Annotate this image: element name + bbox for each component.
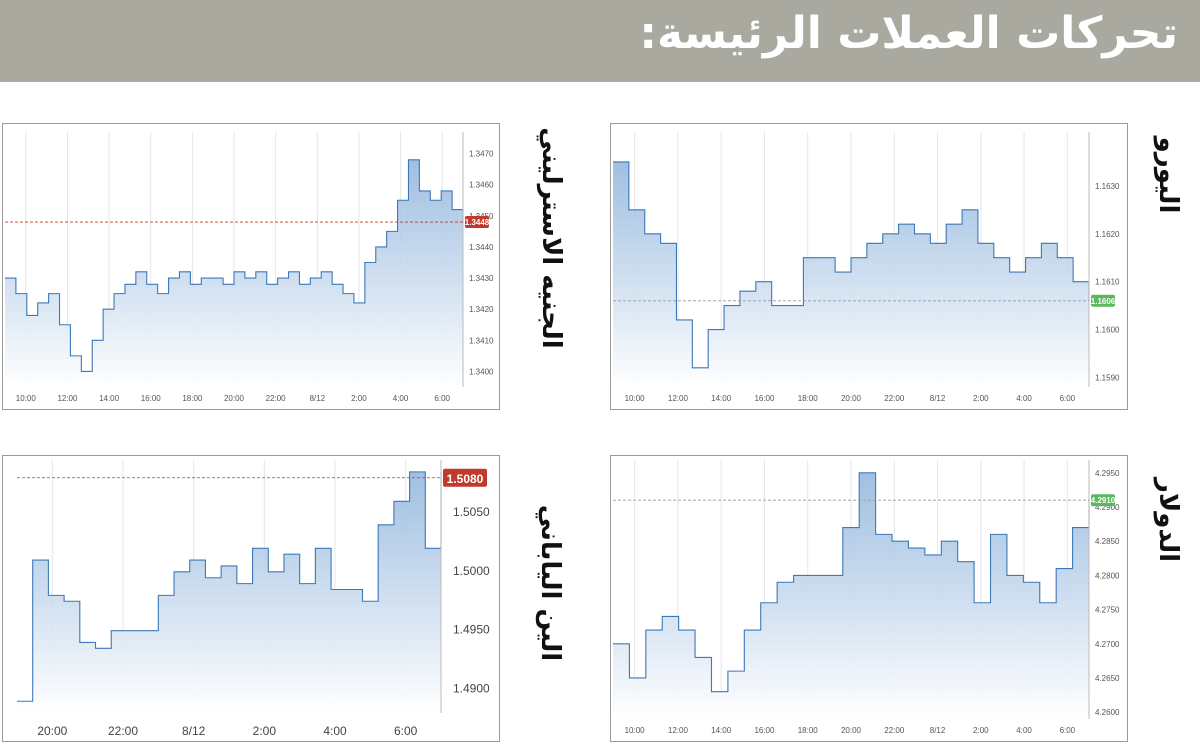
- jpy-chart-svg: 20:00 22:00 8/12 2:00 4:00 6:00 1.5050 1.5000 1.…: [17, 460, 490, 738]
- eur-y-tick: 1.1620: [1095, 230, 1120, 239]
- jpy-x-tick: 4:00: [323, 724, 347, 738]
- usd-x-tick: 2:00: [973, 726, 989, 735]
- gbp-y-tick: 1.3400: [469, 367, 494, 376]
- jpy-x-tick: 8/12: [182, 724, 206, 738]
- usd-label: الدولار: [1153, 477, 1183, 563]
- gbp-x-tick: 14:00: [99, 394, 120, 403]
- usd-x-tick: 20:00: [841, 726, 862, 735]
- eur-chart-panel: 10:00 12:00 14:00 16:00 18:00 20:00 22:00 8/12 2…: [610, 123, 1128, 410]
- gbp-y-tick: 1.3460: [469, 181, 494, 190]
- gbp-current-badge: [465, 216, 489, 229]
- gbp-current-value: 1.3448: [465, 218, 490, 227]
- gbp-x-tick: 6:00: [434, 394, 450, 403]
- eur-x-tick: 4:00: [1016, 394, 1032, 403]
- usd-x-tick: 16:00: [754, 726, 775, 735]
- eur-x-tick: 6:00: [1060, 394, 1076, 403]
- gbp-x-tick: 2:00: [351, 394, 367, 403]
- gbp-y-tick: 1.3430: [469, 274, 494, 283]
- eur-x-tick: 16:00: [754, 394, 775, 403]
- usd-x-tick: 18:00: [798, 726, 819, 735]
- gbp-x-tick: 18:00: [182, 394, 203, 403]
- usd-y-tick: 4.2900: [1095, 503, 1120, 512]
- gbp-y-tick: 1.3470: [469, 150, 494, 159]
- eur-y-tick: 1.1610: [1095, 278, 1120, 287]
- usd-y-tick: 4.2850: [1095, 537, 1120, 546]
- jpy-label: الين الياباني: [535, 504, 565, 662]
- gbp-chart-panel: 10:00 12:00 14:00 16:00 18:00 20:00 22:00 8/12 2…: [2, 123, 500, 410]
- eur-label: اليورو: [1153, 136, 1183, 214]
- usd-y-tick: 4.2750: [1095, 606, 1120, 615]
- gbp-x-tick: 8/12: [309, 394, 325, 403]
- jpy-current-badge: [443, 468, 487, 487]
- jpy-x-tick: 22:00: [108, 724, 138, 738]
- jpy-x-tick: 2:00: [253, 724, 277, 738]
- usd-x-tick: 8/12: [930, 726, 946, 735]
- header-bar: تحركات العملات الرئيسة:: [0, 0, 1200, 82]
- gbp-x-tick: 22:00: [266, 394, 287, 403]
- gbp-series-line: [5, 159, 464, 372]
- page-title: تحركات العملات الرئيسة:: [639, 8, 1178, 59]
- eur-series-line: [613, 161, 1090, 369]
- jpy-current-value: 1.5080: [447, 472, 484, 486]
- eur-x-tick: 18:00: [798, 394, 819, 403]
- usd-chart-svg: 10:00 12:00 14:00 16:00 18:00 20:00 22:00 8/12 2…: [613, 460, 1120, 735]
- jpy-chart-panel: 20:00 22:00 8/12 2:00 4:00 6:00 1.5050 1.5000 1.…: [2, 455, 500, 742]
- usd-y-tick: 4.2600: [1095, 708, 1120, 717]
- usd-series-area: [613, 472, 1089, 719]
- usd-current-badge: [1091, 494, 1115, 507]
- usd-y-tick: 4.2800: [1095, 571, 1120, 580]
- usd-chart-panel: 10:00 12:00 14:00 16:00 18:00 20:00 22:00 8/12 2…: [610, 455, 1128, 742]
- eur-x-tick: 8/12: [930, 394, 946, 403]
- gbp-x-tick: 16:00: [141, 394, 162, 403]
- jpy-x-tick: 20:00: [37, 724, 67, 738]
- eur-chart-svg: 10:00 12:00 14:00 16:00 18:00 20:00 22:00 8/12 2…: [613, 132, 1120, 403]
- usd-x-tick: 12:00: [668, 726, 689, 735]
- eur-x-tick: 12:00: [668, 394, 689, 403]
- eur-y-tick: 1.1600: [1095, 326, 1120, 335]
- usd-series-line: [613, 472, 1090, 693]
- jpy-series-line: [17, 471, 442, 702]
- eur-current-value: 1.1606: [1091, 297, 1116, 306]
- eur-x-tick: 22:00: [884, 394, 905, 403]
- eur-x-tick: 10:00: [625, 394, 646, 403]
- jpy-x-tick: 6:00: [394, 724, 418, 738]
- eur-y-tick: 1.1630: [1095, 182, 1120, 191]
- usd-y-tick: 4.2700: [1095, 640, 1120, 649]
- usd-x-tick: 14:00: [711, 726, 732, 735]
- eur-x-tick: 2:00: [973, 394, 989, 403]
- eur-x-tick: 20:00: [841, 394, 862, 403]
- eur-x-tick: 14:00: [711, 394, 732, 403]
- jpy-y-tick: 1.4900: [453, 681, 490, 695]
- jpy-series-area: [17, 471, 441, 713]
- gbp-label: الجنيه الاسترليني: [536, 127, 566, 349]
- usd-x-tick: 4:00: [1016, 726, 1032, 735]
- usd-current-value: 4.2910: [1091, 496, 1116, 505]
- jpy-y-tick: 1.5000: [453, 564, 490, 578]
- gbp-x-tick: 4:00: [393, 394, 409, 403]
- usd-x-tick: 6:00: [1060, 726, 1076, 735]
- jpy-y-tick: 1.4950: [453, 623, 490, 637]
- usd-y-tick: 4.2650: [1095, 674, 1120, 683]
- gbp-y-tick: 1.3410: [469, 336, 494, 345]
- gbp-chart-svg: 10:00 12:00 14:00 16:00 18:00 20:00 22:00 8/12 2…: [5, 132, 494, 403]
- gbp-x-tick: 12:00: [57, 394, 78, 403]
- usd-y-tick: 4.2950: [1095, 469, 1120, 478]
- jpy-y-tick: 1.5050: [453, 505, 490, 519]
- eur-y-tick: 1.1590: [1095, 373, 1120, 382]
- eur-series-area: [613, 161, 1089, 387]
- gbp-x-tick: 20:00: [224, 394, 245, 403]
- usd-x-tick: 22:00: [884, 726, 905, 735]
- gbp-y-tick: 1.3440: [469, 243, 494, 252]
- usd-x-tick: 10:00: [625, 726, 646, 735]
- gbp-x-tick: 10:00: [16, 394, 37, 403]
- gbp-y-tick: 1.3420: [469, 305, 494, 314]
- eur-current-badge: [1091, 294, 1115, 307]
